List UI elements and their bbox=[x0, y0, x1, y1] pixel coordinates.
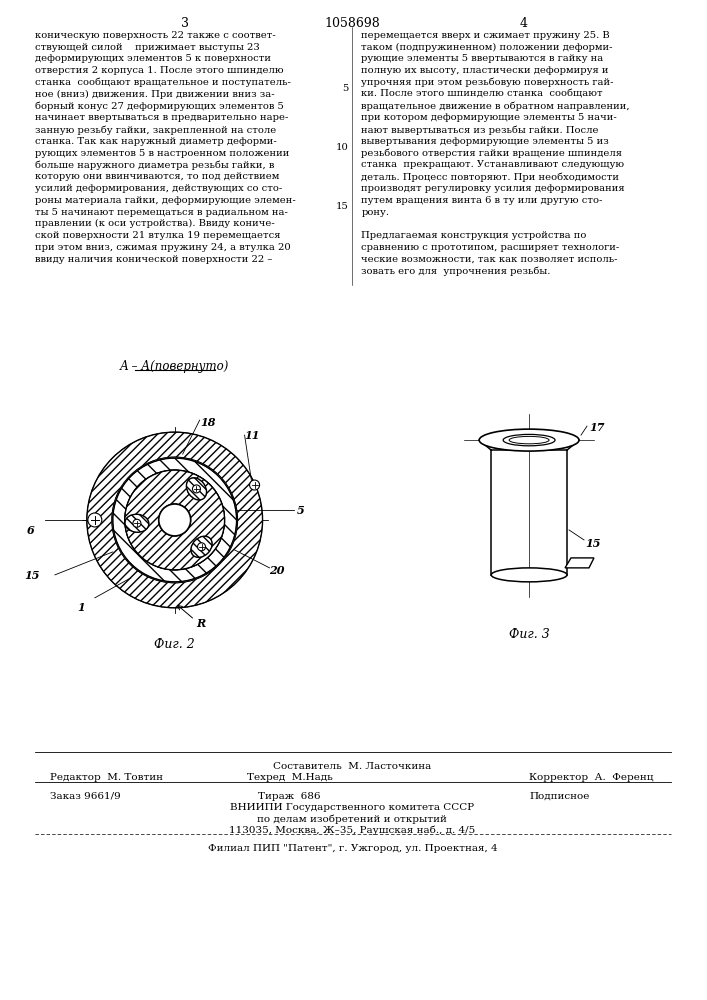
Circle shape bbox=[192, 485, 201, 493]
Text: Редактор  М. Товтин: Редактор М. Товтин bbox=[50, 773, 163, 782]
Text: перемещается вверх и сжимает пружину 25. В: перемещается вверх и сжимает пружину 25.… bbox=[361, 31, 610, 40]
Ellipse shape bbox=[479, 429, 579, 451]
Text: полную их высоту, пластически деформируя и: полную их высоту, пластически деформируя… bbox=[361, 66, 609, 75]
Text: Корректор  А.  Ференц: Корректор А. Ференц bbox=[529, 773, 653, 782]
Text: путем вращения винта 6 в ту или другую сто-: путем вращения винта 6 в ту или другую с… bbox=[361, 196, 603, 205]
Text: рону.: рону. bbox=[361, 208, 390, 217]
Text: Составитель  М. Ласточкина: Составитель М. Ласточкина bbox=[274, 762, 431, 771]
Text: 1: 1 bbox=[77, 602, 85, 613]
Text: 6: 6 bbox=[27, 525, 35, 536]
Text: занную резьбу гайки, закрепленной на столе: занную резьбу гайки, закрепленной на сто… bbox=[35, 125, 276, 135]
Text: рующие элементы 5 ввертываются в гайку на: рующие элементы 5 ввертываются в гайку н… bbox=[361, 54, 604, 63]
Circle shape bbox=[125, 470, 225, 570]
Text: борный конус 27 деформирующих элементов 5: борный конус 27 деформирующих элементов … bbox=[35, 101, 284, 111]
Circle shape bbox=[250, 480, 259, 490]
Circle shape bbox=[125, 470, 225, 570]
Text: 15: 15 bbox=[585, 538, 600, 549]
Text: при котором деформирующие элементы 5 начи-: при котором деформирующие элементы 5 нач… bbox=[361, 113, 617, 122]
Ellipse shape bbox=[503, 434, 555, 446]
Text: 1058698: 1058698 bbox=[325, 17, 380, 30]
Text: которую они ввинчиваются, то под действием: которую они ввинчиваются, то под действи… bbox=[35, 172, 279, 181]
Circle shape bbox=[112, 457, 238, 583]
Text: 5: 5 bbox=[296, 505, 304, 516]
Text: рующих элементов 5 в настроенном положении: рующих элементов 5 в настроенном положен… bbox=[35, 149, 289, 158]
Text: упрочняя при этом резьбовую поверхность гай-: упрочняя при этом резьбовую поверхность … bbox=[361, 78, 614, 87]
Text: Техред  М.Надь: Техред М.Надь bbox=[247, 773, 332, 782]
Text: по делам изобретений и открытий: по делам изобретений и открытий bbox=[257, 814, 448, 824]
Text: вывертывания деформирующие элементы 5 из: вывертывания деформирующие элементы 5 из bbox=[361, 137, 609, 146]
Text: ствующей силой    прижимает выступы 23: ствующей силой прижимает выступы 23 bbox=[35, 43, 259, 52]
Text: Филиал ПИП "Патент", г. Ужгород, ул. Проектная, 4: Филиал ПИП "Патент", г. Ужгород, ул. Про… bbox=[208, 844, 497, 853]
Text: усилий деформирования, действующих со сто-: усилий деформирования, действующих со ст… bbox=[35, 184, 282, 193]
Text: ки. После этого шпинделю станка  сообщают: ки. После этого шпинделю станка сообщают bbox=[361, 90, 603, 99]
Text: начинает ввертываться в предварительно наре-: начинает ввертываться в предварительно н… bbox=[35, 113, 288, 122]
Circle shape bbox=[133, 519, 141, 527]
Text: больше наружного диаметра резьбы гайки, в: больше наружного диаметра резьбы гайки, … bbox=[35, 160, 274, 170]
Text: Фиг. 2: Фиг. 2 bbox=[154, 638, 195, 651]
Text: ской поверхности 21 втулка 19 перемещается: ской поверхности 21 втулка 19 перемещает… bbox=[35, 231, 281, 240]
Text: 15: 15 bbox=[336, 202, 349, 211]
Text: Подписное: Подписное bbox=[529, 792, 590, 801]
Text: зовать его для  упрочнения резьбы.: зовать его для упрочнения резьбы. bbox=[361, 266, 551, 276]
Text: станка  прекращают. Устанавливают следующую: станка прекращают. Устанавливают следующ… bbox=[361, 160, 624, 169]
Circle shape bbox=[159, 504, 191, 536]
Ellipse shape bbox=[187, 478, 206, 500]
Text: правлении (к оси устройства). Ввиду кониче-: правлении (к оси устройства). Ввиду кони… bbox=[35, 219, 275, 228]
Text: 10: 10 bbox=[336, 143, 349, 152]
Circle shape bbox=[113, 458, 237, 582]
Ellipse shape bbox=[509, 436, 549, 444]
Text: ВНИИПИ Государственного комитета СССР: ВНИИПИ Государственного комитета СССР bbox=[230, 803, 474, 812]
Circle shape bbox=[87, 432, 262, 608]
Polygon shape bbox=[565, 558, 594, 568]
Text: роны материала гайки, деформирующие элемен-: роны материала гайки, деформирующие элем… bbox=[35, 196, 296, 205]
Text: 5: 5 bbox=[342, 84, 349, 93]
Text: 113035, Москва, Ж–35, Раушская наб., д. 4/5: 113035, Москва, Ж–35, Раушская наб., д. … bbox=[229, 825, 476, 835]
Text: вращательное движение в обратном направлении,: вращательное движение в обратном направл… bbox=[361, 101, 630, 111]
Ellipse shape bbox=[125, 514, 149, 532]
Text: ческие возможности, так как позволяет исполь-: ческие возможности, так как позволяет ис… bbox=[361, 255, 618, 264]
Text: Тираж  686: Тираж 686 bbox=[258, 792, 321, 801]
Text: деформирующих элементов 5 к поверхности: деформирующих элементов 5 к поверхности bbox=[35, 54, 271, 63]
Text: нают вывертываться из резьбы гайки. После: нают вывертываться из резьбы гайки. Посл… bbox=[361, 125, 599, 135]
Text: при этом вниз, сжимая пружину 24, а втулка 20: при этом вниз, сжимая пружину 24, а втул… bbox=[35, 243, 291, 252]
Text: 17: 17 bbox=[589, 422, 604, 433]
Text: отверстия 2 корпуса 1. После этого шпинделю: отверстия 2 корпуса 1. После этого шпинд… bbox=[35, 66, 284, 75]
Text: 3: 3 bbox=[181, 17, 189, 30]
Circle shape bbox=[159, 504, 191, 536]
Text: 18: 18 bbox=[201, 417, 216, 428]
Text: коническую поверхность 22 также с соответ-: коническую поверхность 22 также с соотве… bbox=[35, 31, 276, 40]
Text: ное (вниз) движения. При движении вниз за-: ное (вниз) движения. При движении вниз з… bbox=[35, 90, 274, 99]
Text: А – А(повернуто): А – А(повернуто) bbox=[120, 360, 229, 373]
Text: резьбового отверстия гайки вращение шпинделя: резьбового отверстия гайки вращение шпин… bbox=[361, 149, 622, 158]
Text: станка. Так как наружный диаметр деформи-: станка. Так как наружный диаметр деформи… bbox=[35, 137, 276, 146]
Circle shape bbox=[88, 513, 102, 527]
Text: Заказ 9661/9: Заказ 9661/9 bbox=[50, 792, 121, 801]
Text: 11: 11 bbox=[245, 430, 260, 441]
Text: деталь. Процесс повторяют. При необходимости: деталь. Процесс повторяют. При необходим… bbox=[361, 172, 619, 182]
Text: станка  сообщают вращательное и поступатель-: станка сообщают вращательное и поступате… bbox=[35, 78, 291, 87]
Text: ты 5 начинают перемещаться в радиальном на-: ты 5 начинают перемещаться в радиальном … bbox=[35, 208, 288, 217]
Text: производят регулировку усилия деформирования: производят регулировку усилия деформиров… bbox=[361, 184, 625, 193]
Text: 20: 20 bbox=[269, 565, 285, 576]
Text: 15: 15 bbox=[25, 570, 40, 581]
Text: сравнению с прототипом, расширяет технологи-: сравнению с прототипом, расширяет технол… bbox=[361, 243, 619, 252]
Text: 4: 4 bbox=[520, 17, 528, 30]
Text: R: R bbox=[197, 618, 206, 629]
Text: Фиг. 3: Фиг. 3 bbox=[509, 628, 549, 641]
Ellipse shape bbox=[191, 536, 212, 557]
Circle shape bbox=[197, 543, 206, 551]
Text: Предлагаемая конструкция устройства по: Предлагаемая конструкция устройства по bbox=[361, 231, 587, 240]
Ellipse shape bbox=[491, 568, 567, 582]
Text: таком (подпружиненном) положении деформи-: таком (подпружиненном) положении деформи… bbox=[361, 43, 613, 52]
Text: ввиду наличия конической поверхности 22 –: ввиду наличия конической поверхности 22 … bbox=[35, 255, 272, 264]
